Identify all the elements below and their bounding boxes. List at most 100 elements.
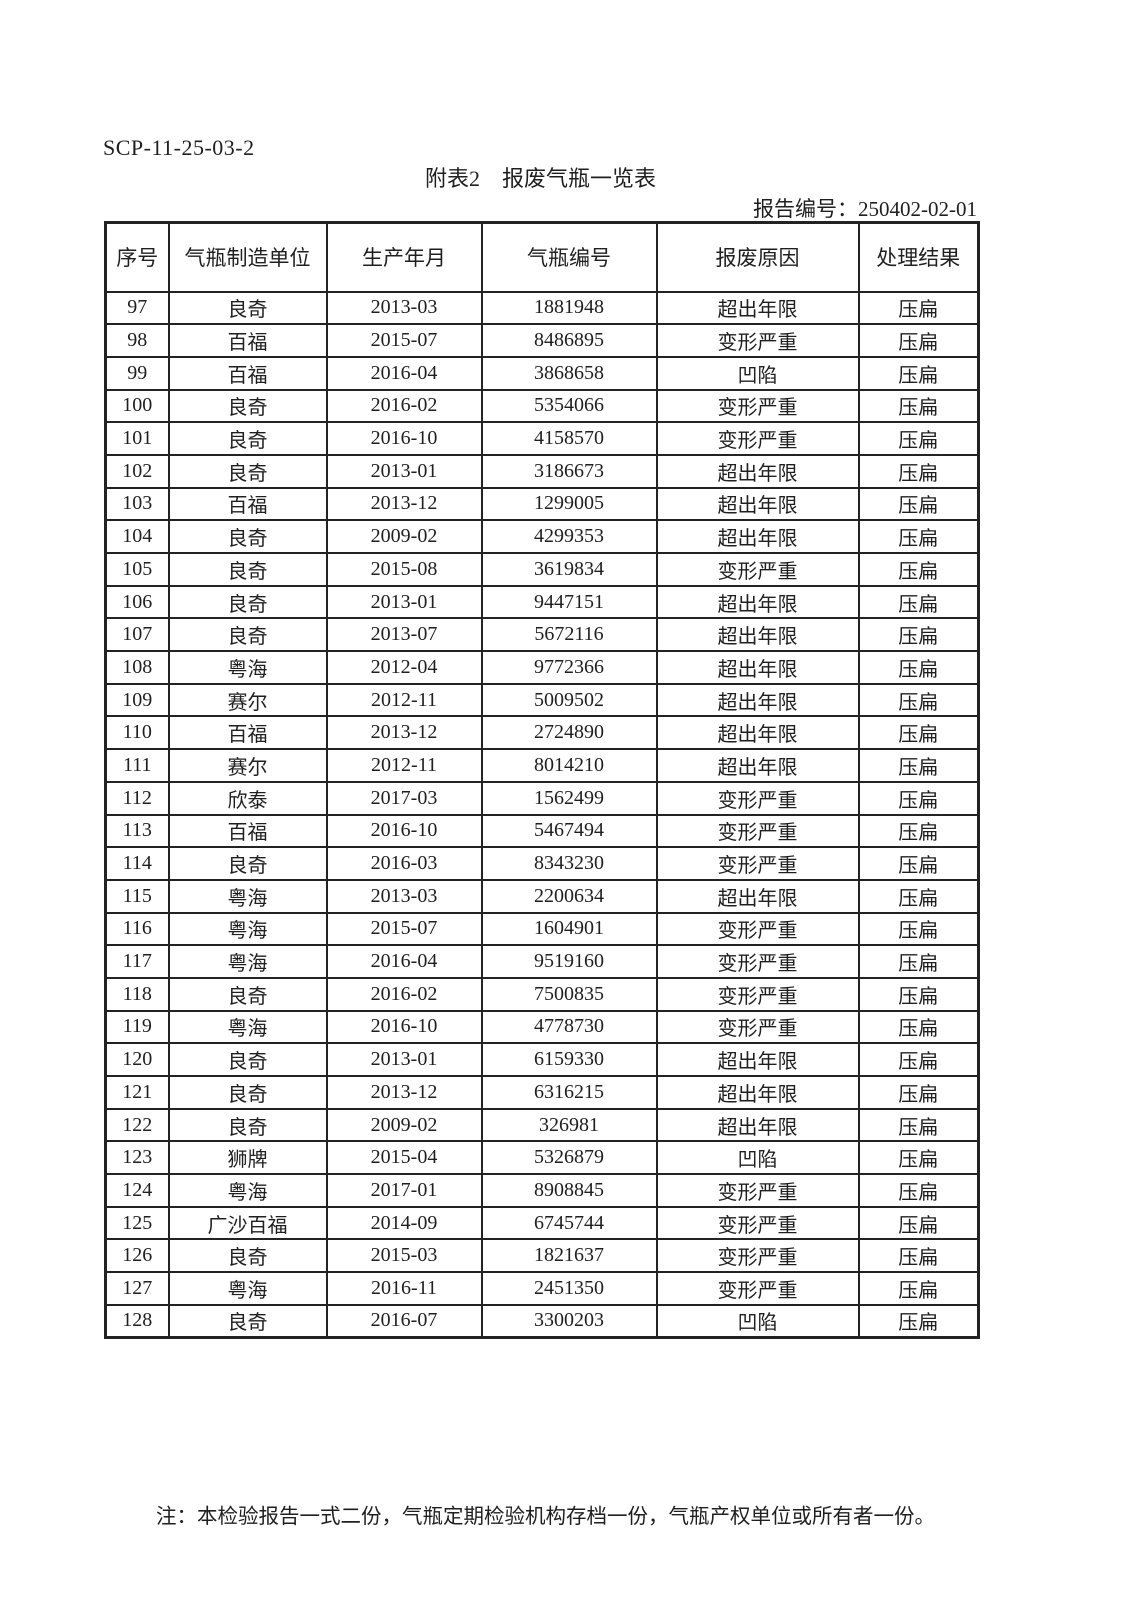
cell-scrap-reason: 超出年限: [655, 453, 860, 489]
cell-production-date: 2016-07: [325, 1303, 483, 1339]
cell-manufacturer: 良奇: [167, 846, 328, 881]
footer-note: 注：本检验报告一式二份，气瓶定期检验机构存档一份，气瓶产权单位或所有者一份。: [156, 1506, 935, 1528]
cell-treatment-result: 压扁: [857, 1205, 980, 1241]
cell-cylinder-number: 3619834: [480, 552, 658, 587]
cell-production-date: 2013-03: [325, 878, 483, 914]
cell-scrap-reason: 变形严重: [655, 944, 860, 979]
cell-treatment-result: 压扁: [857, 813, 980, 849]
cell-production-date: 2013-01: [325, 453, 483, 489]
cell-cylinder-number: 326981: [480, 1107, 658, 1143]
cell-scrap-reason: 变形严重: [655, 1009, 860, 1045]
table-row: 114 良奇 2016-03 8343230 变形严重 压扁: [104, 846, 980, 881]
cell-production-date: 2016-10: [325, 421, 483, 456]
table-row: 120 良奇 2013-01 6159330 超出年限 压扁: [104, 1042, 980, 1077]
table-row: 121 良奇 2013-12 6316215 超出年限 压扁: [104, 1075, 980, 1110]
cell-cylinder-number: 9447151: [480, 584, 658, 620]
cell-manufacturer: 良奇: [167, 290, 328, 326]
cell-scrap-reason: 超出年限: [655, 748, 860, 783]
cell-scrap-reason: 凹陷: [655, 1140, 860, 1176]
cell-cylinder-number: 8908845: [480, 1173, 658, 1208]
header-manufacturer: 气瓶制造单位: [167, 221, 328, 293]
table-header-row: 序号 气瓶制造单位 生产年月 气瓶编号 报废原因 处理结果: [104, 221, 980, 293]
table-row: 123 狮牌 2015-04 5326879 凹陷 压扁: [104, 1140, 980, 1176]
cell-cylinder-number: 6316215: [480, 1075, 658, 1110]
cell-scrap-reason: 超出年限: [655, 1107, 860, 1143]
cell-scrap-reason: 超出年限: [655, 290, 860, 326]
cell-scrap-reason: 超出年限: [655, 519, 860, 554]
cell-production-date: 2015-08: [325, 552, 483, 587]
cell-scrap-reason: 凹陷: [655, 355, 860, 391]
cell-serial-number: 112: [104, 780, 170, 816]
cell-scrap-reason: 变形严重: [655, 976, 860, 1012]
table-row: 107 良奇 2013-07 5672116 超出年限 压扁: [104, 617, 980, 653]
cell-production-date: 2015-03: [325, 1238, 483, 1274]
scrapped-cylinder-table: 序号 气瓶制造单位 生产年月 气瓶编号 报废原因 处理结果 97 良奇 2013…: [104, 221, 980, 1339]
cell-scrap-reason: 变形严重: [655, 1238, 860, 1274]
cell-serial-number: 106: [104, 584, 170, 620]
cell-treatment-result: 压扁: [857, 453, 980, 489]
cell-cylinder-number: 3186673: [480, 453, 658, 489]
cell-cylinder-number: 4778730: [480, 1009, 658, 1045]
cell-treatment-result: 压扁: [857, 976, 980, 1012]
cell-scrap-reason: 超出年限: [655, 715, 860, 751]
cell-scrap-reason: 超出年限: [655, 1075, 860, 1110]
cell-treatment-result: 压扁: [857, 552, 980, 587]
page-title: 附表2 报废气瓶一览表: [424, 166, 656, 191]
cell-treatment-result: 压扁: [857, 1271, 980, 1306]
cell-serial-number: 118: [104, 976, 170, 1012]
header-treatment-result: 处理结果: [857, 221, 980, 293]
cell-serial-number: 111: [104, 748, 170, 783]
table-row: 104 良奇 2009-02 4299353 超出年限 压扁: [104, 519, 980, 554]
cell-cylinder-number: 1299005: [480, 486, 658, 522]
cell-serial-number: 127: [104, 1271, 170, 1306]
table-row: 122 良奇 2009-02 326981 超出年限 压扁: [104, 1107, 980, 1143]
cell-cylinder-number: 3868658: [480, 355, 658, 391]
cell-manufacturer: 粤海: [167, 911, 328, 947]
cell-treatment-result: 压扁: [857, 1140, 980, 1176]
cell-serial-number: 122: [104, 1107, 170, 1143]
cell-production-date: 2015-07: [325, 911, 483, 947]
cell-production-date: 2015-04: [325, 1140, 483, 1176]
cell-scrap-reason: 变形严重: [655, 421, 860, 456]
cell-cylinder-number: 1881948: [480, 290, 658, 326]
table-row: 119 粤海 2016-10 4778730 变形严重 压扁: [104, 1009, 980, 1045]
cell-scrap-reason: 变形严重: [655, 323, 860, 358]
cell-manufacturer: 百福: [167, 715, 328, 751]
cell-scrap-reason: 变形严重: [655, 388, 860, 424]
cell-manufacturer: 粤海: [167, 1173, 328, 1208]
cell-serial-number: 121: [104, 1075, 170, 1110]
cell-treatment-result: 压扁: [857, 780, 980, 816]
cell-scrap-reason: 变形严重: [655, 911, 860, 947]
cell-production-date: 2012-11: [325, 682, 483, 718]
cell-cylinder-number: 5354066: [480, 388, 658, 424]
cell-scrap-reason: 超出年限: [655, 878, 860, 914]
cell-serial-number: 116: [104, 911, 170, 947]
cell-production-date: 2016-04: [325, 944, 483, 979]
cell-serial-number: 103: [104, 486, 170, 522]
cell-scrap-reason: 变形严重: [655, 813, 860, 849]
cell-treatment-result: 压扁: [857, 388, 980, 424]
cell-production-date: 2016-04: [325, 355, 483, 391]
cell-manufacturer: 百福: [167, 813, 328, 849]
cell-cylinder-number: 4299353: [480, 519, 658, 554]
cell-scrap-reason: 变形严重: [655, 846, 860, 881]
cell-treatment-result: 压扁: [857, 650, 980, 685]
table-row: 109 赛尔 2012-11 5009502 超出年限 压扁: [104, 682, 980, 718]
cell-production-date: 2016-02: [325, 976, 483, 1012]
cell-cylinder-number: 3300203: [480, 1303, 658, 1339]
cell-cylinder-number: 4158570: [480, 421, 658, 456]
table-row: 101 良奇 2016-10 4158570 变形严重 压扁: [104, 421, 980, 456]
cell-production-date: 2013-07: [325, 617, 483, 653]
table-row: 110 百福 2013-12 2724890 超出年限 压扁: [104, 715, 980, 751]
cell-scrap-reason: 超出年限: [655, 617, 860, 653]
cell-scrap-reason: 超出年限: [655, 650, 860, 685]
cell-treatment-result: 压扁: [857, 421, 980, 456]
table-row: 97 良奇 2013-03 1881948 超出年限 压扁: [104, 290, 980, 326]
cell-cylinder-number: 1821637: [480, 1238, 658, 1274]
header-serial-number: 序号: [104, 221, 170, 293]
cell-cylinder-number: 2200634: [480, 878, 658, 914]
cell-manufacturer: 百福: [167, 486, 328, 522]
cell-cylinder-number: 1562499: [480, 780, 658, 816]
cell-cylinder-number: 5326879: [480, 1140, 658, 1176]
